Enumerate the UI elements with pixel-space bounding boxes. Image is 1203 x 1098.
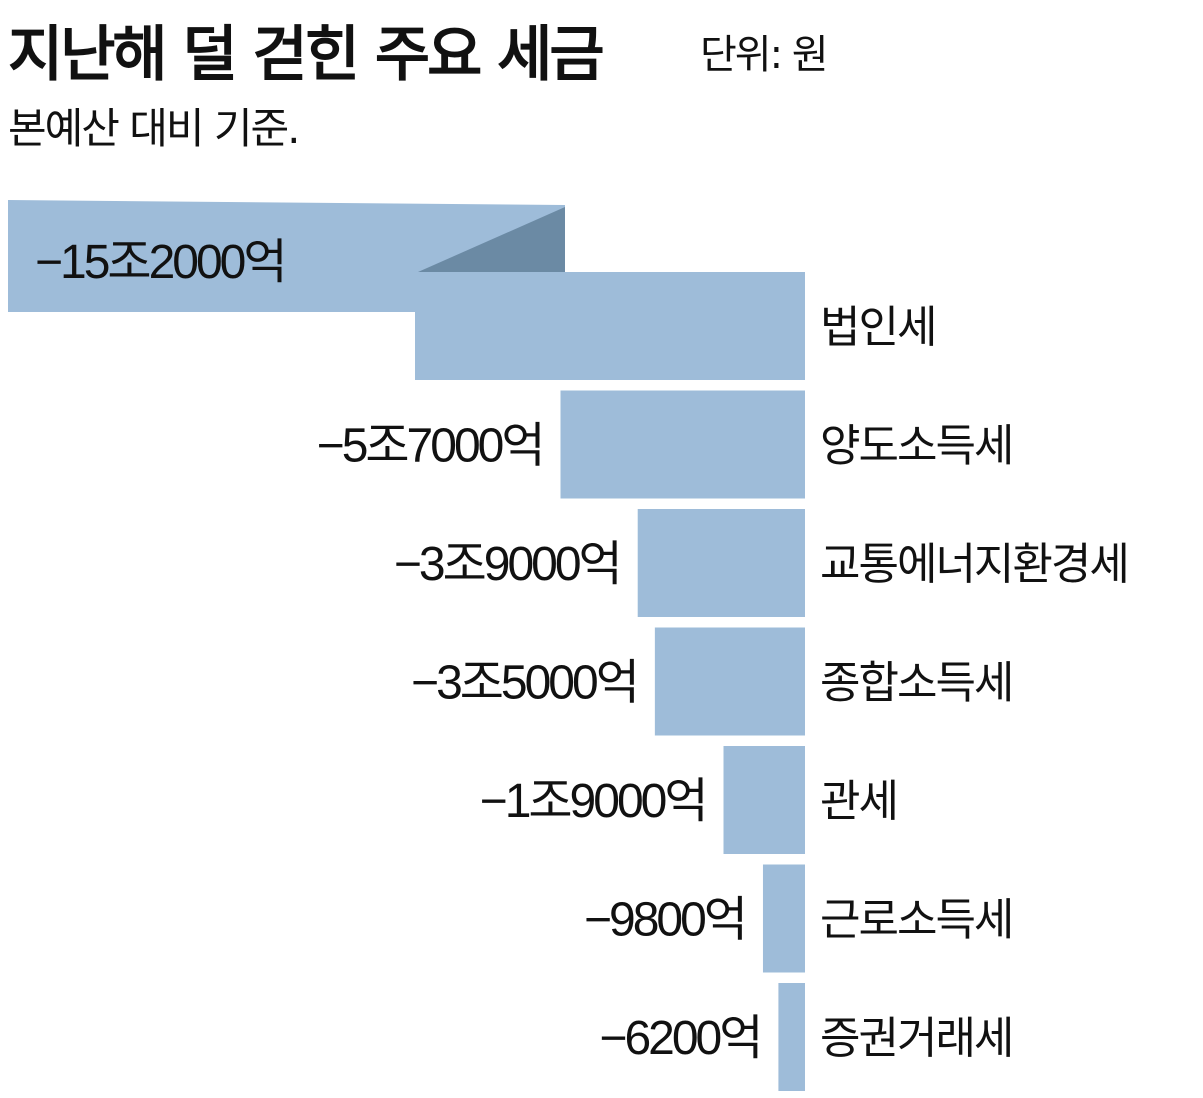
bar-1 <box>415 272 805 380</box>
bar-4 <box>654 627 805 736</box>
category-label-1: 법인세 <box>820 302 935 353</box>
category-label-4: 종합소득세 <box>820 658 1012 709</box>
bar-7 <box>778 983 805 1091</box>
bar-3 <box>637 509 805 617</box>
value-label-7: −6200억 <box>599 1012 760 1065</box>
bar-1-fold <box>418 207 565 272</box>
chart-title: 지난해 덜 걷힌 주요 세금 <box>8 20 605 90</box>
bar-1-extension <box>8 200 565 312</box>
category-label-7: 증권거래세 <box>820 1013 1012 1064</box>
bar-5 <box>723 746 805 854</box>
category-label-2: 양도소득세 <box>820 421 1012 472</box>
category-label-3: 교통에너지환경세 <box>820 539 1128 590</box>
bar-2 <box>560 390 805 499</box>
category-label-6: 근로소득세 <box>820 895 1012 946</box>
unit-label: 단위: 원 <box>700 32 829 78</box>
value-label-4: −3조5000억 <box>411 657 637 710</box>
value-label-3: −3조9000억 <box>394 538 620 591</box>
category-label-5: 관세 <box>820 776 897 827</box>
value-label-5: −1조9000억 <box>480 775 706 828</box>
chart-subtitle: 본예산 대비 기준. <box>8 104 301 153</box>
value-label-2: −5조7000억 <box>317 420 543 473</box>
value-label-1: −15조2000억 <box>35 236 285 289</box>
value-label-6: −9800억 <box>584 894 745 947</box>
bar-6 <box>762 864 805 973</box>
